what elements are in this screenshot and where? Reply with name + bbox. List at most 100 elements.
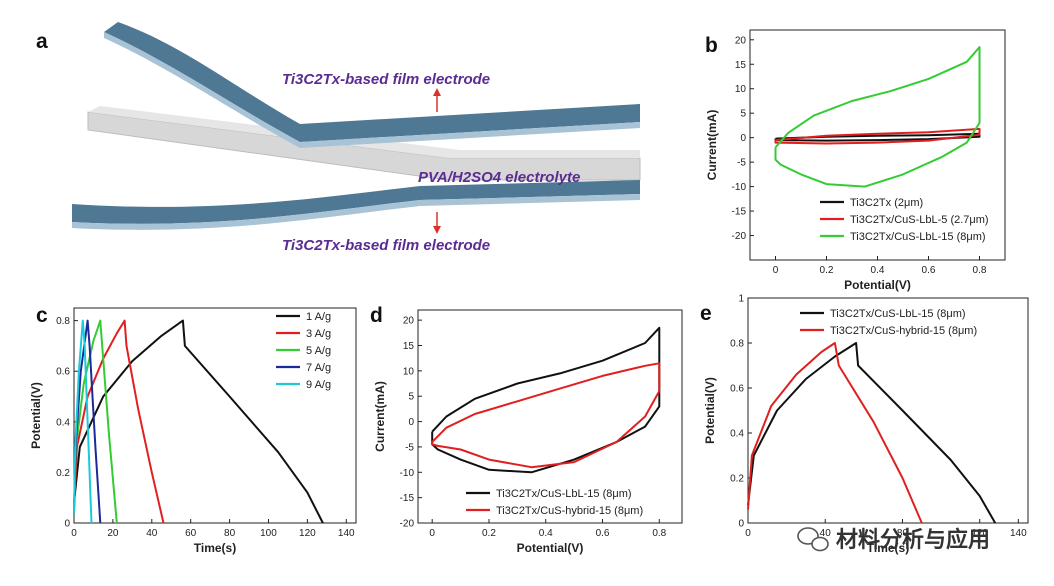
series-line-3	[774, 46, 981, 188]
series-line-2	[774, 127, 981, 145]
x-tick-label: 20	[107, 528, 119, 539]
plot-frame	[73, 307, 357, 524]
chart-d: d 0 0.2 0.4 0.6 0.8 -20 -15 -10 -5 0 5 10 15 20 Potenti…	[370, 304, 683, 555]
chart-e: e 0 40 80 120 140 0 0.2 0.4 0.6 0.8 1 Time(s) Potenti…	[700, 294, 1029, 555]
y-tick-label: 0.4	[56, 417, 70, 428]
series-line-1	[774, 132, 981, 142]
legend-label: Ti3C2Tx (2μm)	[850, 197, 923, 209]
y-tick-label: 1	[738, 294, 744, 305]
y-tick-label: -15	[400, 493, 415, 504]
x-tick-label: 140	[338, 528, 355, 539]
y-tick-label: 15	[735, 60, 747, 71]
series-line-2	[73, 319, 165, 524]
top-electrode-label: Ti3C2Tx-based film electrode	[282, 71, 490, 88]
series-line-1	[747, 342, 997, 524]
plot-frame	[417, 309, 683, 524]
y-tick-label: 5	[408, 392, 414, 403]
x-tick-label: 0.8	[652, 528, 666, 539]
y-axis-label: Potential(V)	[703, 377, 717, 444]
series-line-2	[431, 362, 661, 469]
y-tick-label: 0.8	[730, 339, 744, 350]
legend-label: Ti3C2Tx/CuS-hybrid-15 (8μm)	[496, 505, 643, 517]
legend: Ti3C2Tx/CuS-LbL-15 (8μm) Ti3C2Tx/CuS-hybr…	[466, 488, 643, 517]
panel-label-a: a	[36, 30, 48, 53]
panel-label-d: d	[370, 304, 383, 327]
y-tick-label: 10	[735, 84, 747, 95]
y-tick-label: 0.6	[730, 384, 744, 395]
legend-label: Ti3C2Tx/CuS-LbL-15 (8μm)	[496, 488, 632, 500]
series-line-1	[431, 326, 661, 474]
x-tick-label: 0.4	[539, 528, 553, 539]
series-line-1	[73, 319, 324, 524]
x-tick-label: 0	[773, 265, 779, 276]
x-tick-label: 120	[971, 528, 988, 539]
x-tick-label: 40	[146, 528, 158, 539]
chart-c: c 0 20 40 60 80 100 120 140 0 0.2 0.4 0.6 0.8 Time(s) P…	[29, 304, 357, 555]
x-tick-label: 0.2	[482, 528, 496, 539]
legend-label: Ti3C2Tx/CuS-LbL-5 (2.7μm)	[850, 214, 989, 226]
legend-label: Ti3C2Tx/CuS-hybrid-15 (8μm)	[830, 325, 977, 337]
x-tick-label: 140	[1010, 528, 1027, 539]
x-tick-label: 0.6	[596, 528, 610, 539]
legend-label: Ti3C2Tx/CuS-LbL-15 (8μm)	[830, 308, 966, 320]
legend: Ti3C2Tx/CuS-LbL-15 (8μm) Ti3C2Tx/CuS-hybr…	[800, 308, 977, 337]
wechat-icon	[797, 527, 829, 552]
x-axis-label: Potential(V)	[844, 278, 911, 292]
series-line-5	[73, 319, 93, 524]
y-tick-label: 0.8	[56, 316, 70, 327]
x-tick-label: 0	[745, 528, 751, 539]
y-tick-label: 20	[735, 35, 747, 46]
x-tick-label: 0	[429, 528, 435, 539]
y-axis-label: Current(mA)	[373, 381, 387, 452]
y-tick-label: 20	[403, 316, 415, 327]
series-line-2	[747, 342, 923, 524]
panel-label-c: c	[36, 304, 48, 327]
bottom-electrode-edge	[72, 194, 640, 230]
arrow-up-head	[433, 88, 441, 96]
top-electrode	[104, 22, 640, 142]
x-tick-label: 80	[224, 528, 236, 539]
x-tick-label: 0	[71, 528, 77, 539]
y-axis-label: Current(mA)	[705, 110, 719, 181]
y-tick-label: -20	[400, 519, 415, 530]
legend-label: 7 A/g	[306, 362, 331, 374]
x-tick-label: 0.4	[871, 265, 885, 276]
y-tick-label: 0.6	[56, 367, 70, 378]
arrow-down-head	[433, 226, 441, 234]
panel-label-e: e	[700, 302, 712, 325]
x-tick-label: 80	[897, 528, 909, 539]
x-tick-label: 60	[185, 528, 197, 539]
legend-label: 1 A/g	[306, 311, 331, 323]
y-tick-label: 0	[740, 133, 746, 144]
y-axis-label: Potential(V)	[29, 382, 43, 449]
y-tick-label: 0.4	[730, 429, 744, 440]
y-tick-label: 0	[738, 519, 744, 530]
panel-a: a Ti3C2Tx-based film electrode PVA/H2SO4…	[36, 22, 641, 254]
y-tick-label: -5	[737, 158, 746, 169]
y-tick-label: 0.2	[730, 474, 744, 485]
y-tick-label: 0	[408, 417, 414, 428]
y-tick-label: -5	[405, 442, 414, 453]
y-tick-label: 10	[403, 366, 415, 377]
watermark-text: 材料分析与应用	[836, 527, 990, 553]
watermark: 材料分析与应用	[797, 527, 990, 553]
charts: b0 0.2 0.4 0.6 0.8-20-15-10-505101520Potenti…	[29, 29, 1029, 555]
electrolyte-layer-top	[88, 106, 640, 158]
y-tick-label: -20	[732, 231, 747, 242]
panel-label-b: b	[705, 34, 718, 57]
electrolyte-label: PVA/H2SO4 electrolyte	[418, 169, 580, 186]
legend: Ti3C2Tx (2μm) Ti3C2Tx/CuS-LbL-5 (2.7μm) Ti…	[820, 197, 989, 243]
y-tick-label: -10	[732, 182, 747, 193]
y-tick-label: 5	[740, 109, 746, 120]
x-axis-label: Potential(V)	[517, 541, 584, 555]
y-tick-label: 0.2	[56, 468, 70, 479]
bottom-electrode	[72, 180, 640, 224]
x-tick-label: 0.8	[973, 265, 987, 276]
y-tick-label: -15	[732, 207, 747, 218]
legend-label: 3 A/g	[306, 328, 331, 340]
chart-b: b 0 0.2 0.4 0.6 0.8 -20 -15 -10 -5 0 5 10 15 20 Potenti…	[705, 29, 1006, 292]
x-tick-label: 0.2	[820, 265, 834, 276]
legend-label: 5 A/g	[306, 345, 331, 357]
plot-frame	[747, 297, 1029, 524]
